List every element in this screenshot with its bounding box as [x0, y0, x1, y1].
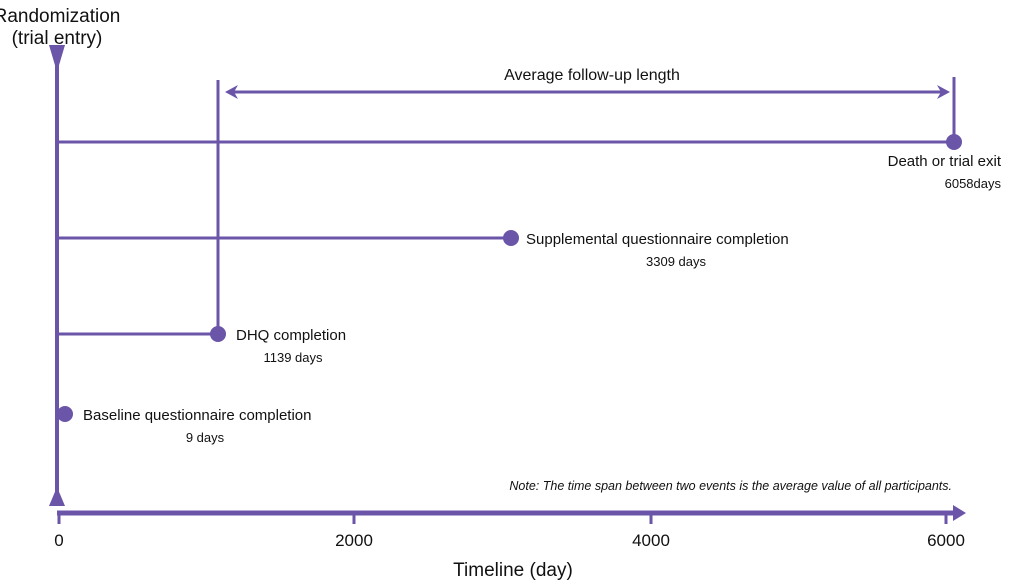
title-line2: (trial entry)	[12, 28, 103, 49]
baseline-days: 9 days	[186, 430, 225, 445]
dhq-label: DHQ completion	[236, 327, 346, 344]
tick-label-4000: 4000	[632, 531, 670, 550]
supplemental-dot	[503, 230, 519, 246]
follow-up-label: Average follow-up length	[504, 67, 680, 84]
tick-label-6000: 6000	[927, 531, 965, 550]
up-triangle-icon	[49, 487, 65, 506]
note-text: Note: The time span between two events i…	[509, 479, 952, 493]
baseline-dot	[57, 406, 73, 422]
baseline-label: Baseline questionnaire completion	[83, 407, 311, 424]
title-line1: Randomization	[0, 6, 120, 27]
arrow-left-icon	[225, 85, 238, 99]
dhq-dot	[210, 326, 226, 342]
arrow-right-icon	[937, 85, 950, 99]
axis-label: Timeline (day)	[453, 560, 573, 581]
down-triangle-icon	[49, 45, 65, 72]
dhq-days: 1139 days	[263, 350, 323, 365]
axis-arrow-icon	[953, 505, 966, 521]
supplemental-label: Supplemental questionnaire completion	[526, 231, 789, 248]
death-label: Death or trial exit	[888, 153, 1002, 170]
tick-label-0: 0	[54, 531, 63, 550]
death-dot	[946, 134, 962, 150]
death-days: 6058days	[945, 176, 1002, 191]
supplemental-days: 3309 days	[646, 254, 706, 269]
tick-label-2000: 2000	[335, 531, 373, 550]
